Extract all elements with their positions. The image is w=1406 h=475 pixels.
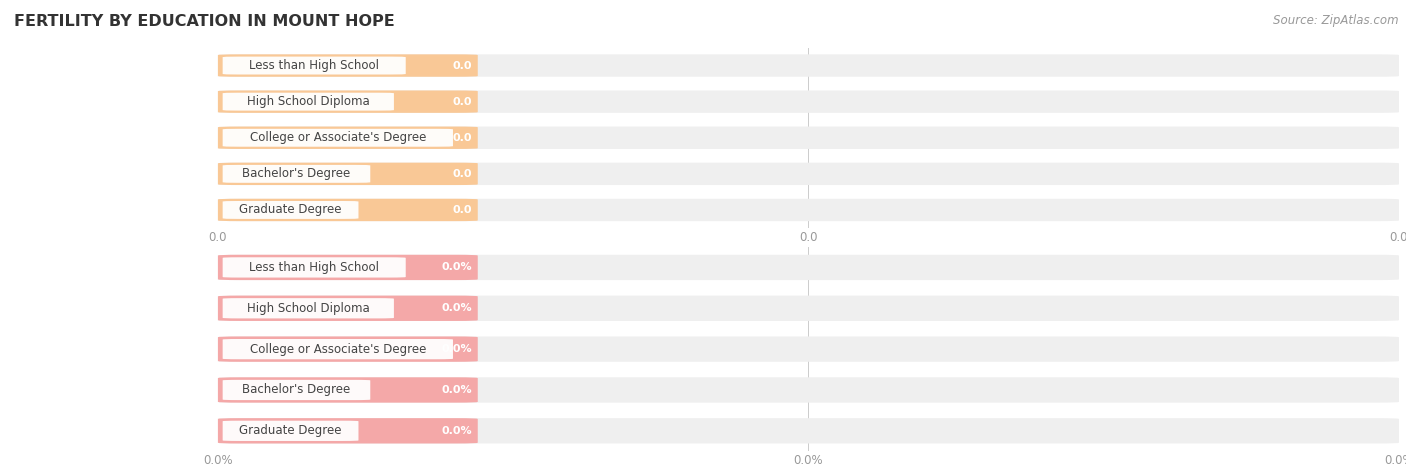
FancyBboxPatch shape <box>222 257 406 277</box>
FancyBboxPatch shape <box>218 126 1399 149</box>
Text: 0.0: 0.0 <box>453 96 472 107</box>
Text: Bachelor's Degree: Bachelor's Degree <box>242 383 350 397</box>
FancyBboxPatch shape <box>218 336 1399 362</box>
Text: 0.0%: 0.0% <box>441 303 472 314</box>
Text: Source: ZipAtlas.com: Source: ZipAtlas.com <box>1274 14 1399 27</box>
FancyBboxPatch shape <box>218 126 478 149</box>
FancyBboxPatch shape <box>222 165 370 183</box>
Text: Graduate Degree: Graduate Degree <box>239 424 342 437</box>
Text: Less than High School: Less than High School <box>249 59 380 72</box>
FancyBboxPatch shape <box>218 162 1399 185</box>
Text: 0.0: 0.0 <box>453 60 472 71</box>
Text: 0.0: 0.0 <box>453 205 472 215</box>
Text: High School Diploma: High School Diploma <box>247 95 370 108</box>
FancyBboxPatch shape <box>222 57 406 75</box>
Text: FERTILITY BY EDUCATION IN MOUNT HOPE: FERTILITY BY EDUCATION IN MOUNT HOPE <box>14 14 395 29</box>
FancyBboxPatch shape <box>218 54 1399 77</box>
FancyBboxPatch shape <box>222 339 453 359</box>
FancyBboxPatch shape <box>218 418 1399 444</box>
FancyBboxPatch shape <box>218 255 1399 280</box>
Text: 0.0%: 0.0% <box>441 344 472 354</box>
FancyBboxPatch shape <box>222 93 394 111</box>
Text: 0.0%: 0.0% <box>441 385 472 395</box>
FancyBboxPatch shape <box>218 199 1399 221</box>
FancyBboxPatch shape <box>222 298 394 318</box>
Text: 0.0%: 0.0% <box>441 426 472 436</box>
Text: College or Associate's Degree: College or Associate's Degree <box>250 342 426 356</box>
Text: Bachelor's Degree: Bachelor's Degree <box>242 167 350 180</box>
FancyBboxPatch shape <box>218 336 478 362</box>
FancyBboxPatch shape <box>218 54 478 77</box>
FancyBboxPatch shape <box>218 377 478 403</box>
Text: College or Associate's Degree: College or Associate's Degree <box>250 131 426 144</box>
Text: Graduate Degree: Graduate Degree <box>239 203 342 217</box>
FancyBboxPatch shape <box>218 255 478 280</box>
Text: Less than High School: Less than High School <box>249 261 380 274</box>
FancyBboxPatch shape <box>218 90 478 113</box>
Text: 0.0: 0.0 <box>453 169 472 179</box>
FancyBboxPatch shape <box>218 199 478 221</box>
Text: 0.0: 0.0 <box>453 133 472 143</box>
FancyBboxPatch shape <box>222 201 359 219</box>
FancyBboxPatch shape <box>222 421 359 441</box>
FancyBboxPatch shape <box>218 162 478 185</box>
FancyBboxPatch shape <box>218 295 1399 321</box>
FancyBboxPatch shape <box>222 129 453 147</box>
FancyBboxPatch shape <box>222 380 370 400</box>
Text: 0.0%: 0.0% <box>441 262 472 273</box>
FancyBboxPatch shape <box>218 418 478 444</box>
Text: High School Diploma: High School Diploma <box>247 302 370 315</box>
FancyBboxPatch shape <box>218 295 478 321</box>
FancyBboxPatch shape <box>218 377 1399 403</box>
FancyBboxPatch shape <box>218 90 1399 113</box>
